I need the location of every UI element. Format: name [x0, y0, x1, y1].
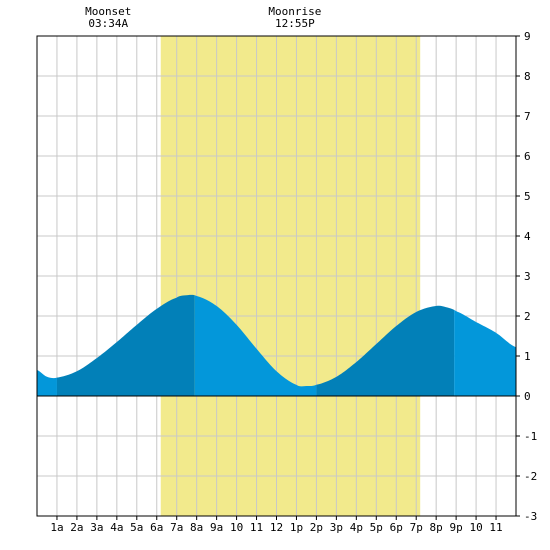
y-tick-label: 7 — [524, 110, 531, 123]
x-tick-label: 8a — [190, 521, 203, 534]
x-tick-label: 3p — [330, 521, 343, 534]
x-tick-label: 8p — [430, 521, 443, 534]
x-tick-label: 2p — [310, 521, 323, 534]
tide-area-falling — [454, 309, 516, 396]
moonset-time: 03:34A — [88, 17, 129, 30]
y-tick-label: 0 — [524, 390, 531, 403]
tide-area-rising — [56, 294, 195, 396]
tide-area-rising — [316, 305, 455, 396]
x-tick-label: 11 — [250, 521, 263, 534]
x-tick-label: 4a — [110, 521, 123, 534]
moonrise-time: 12:55P — [274, 17, 315, 30]
x-tick-label: 1a — [50, 521, 63, 534]
y-tick-label: -1 — [524, 430, 537, 443]
tide-area-falling — [37, 370, 57, 396]
x-tick-label: 9p — [450, 521, 463, 534]
y-tick-label: 6 — [524, 150, 531, 163]
x-tick-label: 3a — [90, 521, 103, 534]
x-tick-label: 10 — [230, 521, 243, 534]
y-tick-label: 9 — [524, 30, 531, 43]
moonrise-title: Moonrise — [268, 5, 322, 18]
x-tick-label: 11 — [489, 521, 502, 534]
y-tick-label: -2 — [524, 470, 537, 483]
x-tick-label: 7a — [170, 521, 183, 534]
y-tick-label: 1 — [524, 350, 531, 363]
x-tick-label: 4p — [350, 521, 363, 534]
moonset-title: Moonset — [85, 5, 132, 18]
x-tick-label: 1p — [290, 521, 303, 534]
y-tick-label: 2 — [524, 310, 531, 323]
x-tick-label: 5a — [130, 521, 143, 534]
x-tick-label: 7p — [410, 521, 423, 534]
x-tick-label: 10 — [469, 521, 482, 534]
x-tick-label: 6a — [150, 521, 163, 534]
x-tick-label: 12 — [270, 521, 283, 534]
y-tick-label: 3 — [524, 270, 531, 283]
y-tick-label: -3 — [524, 510, 537, 523]
tide-area-falling — [194, 295, 317, 396]
x-tick-label: 9a — [210, 521, 223, 534]
y-tick-label: 8 — [524, 70, 531, 83]
x-tick-label: 5p — [370, 521, 383, 534]
y-tick-label: 4 — [524, 230, 531, 243]
x-tick-label: 2a — [70, 521, 83, 534]
y-tick-label: 5 — [524, 190, 531, 203]
x-tick-label: 6p — [390, 521, 403, 534]
